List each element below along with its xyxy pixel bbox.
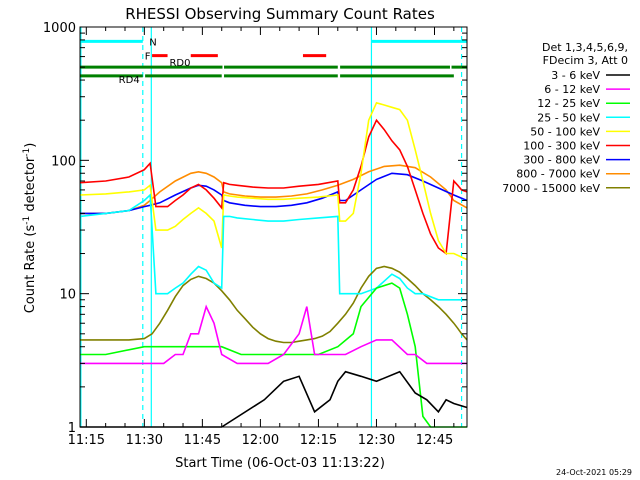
y-tick-label-2: 100 <box>51 154 76 169</box>
bar-label-cyan_N: N <box>149 37 156 48</box>
y-tick-label-3: 1000 <box>43 21 76 36</box>
bar-label-green_RD0: RD0 <box>169 58 190 69</box>
series-line-8 <box>80 265 468 344</box>
legend-label-6: 300 - 800 keV <box>523 154 600 167</box>
bar-label-red_F: F <box>145 52 151 63</box>
legend-header-2: FDecim 3, Att 0 <box>543 54 628 67</box>
legend-header-1: Det 1,3,4,5,6,9, <box>542 41 628 54</box>
legend-label-5: 100 - 300 keV <box>523 140 600 153</box>
series-lines <box>80 101 468 428</box>
x-tick-label-4: 12:15 <box>300 433 337 448</box>
series-line-7 <box>80 164 468 215</box>
legend-label-7: 800 - 7000 keV <box>516 168 600 181</box>
y-label-end: ) <box>23 143 38 148</box>
legend-label-4: 50 - 100 keV <box>530 125 600 138</box>
series-line-3 <box>80 193 467 301</box>
series-line-4 <box>80 101 468 261</box>
series-line-1 <box>80 304 467 365</box>
legend-label-0: 3 - 6 keV <box>551 69 600 82</box>
y-tick-label-1: 10 <box>59 288 76 303</box>
plot-area: 11:15 11:30 11:45 12:00 12:15 12:30 12:45 1101… <box>43 21 468 448</box>
legend-label-2: 12 - 25 keV <box>537 97 600 110</box>
x-tick-label-6: 12:45 <box>416 433 453 448</box>
bar-label-green_RD4: RD4 <box>119 75 140 86</box>
y-axis: 1 10 100 1000 <box>43 21 467 436</box>
vertical-markers <box>80 27 463 427</box>
plot-frame <box>79 26 468 428</box>
series-line-5 <box>80 118 468 255</box>
y-label-main: Count Rate (s <box>23 225 38 314</box>
y-axis-label: Count Rate (s-1 detector-1) <box>22 143 38 314</box>
series-line-6 <box>80 172 468 215</box>
y-label-sup1: -1 <box>22 216 32 225</box>
series-line-0 <box>80 370 468 428</box>
legend-label-1: 6 - 12 keV <box>544 83 600 96</box>
y-label-sup2: -1 <box>22 148 32 157</box>
y-label-mid: detector <box>23 156 38 216</box>
y-tick-label-0: 1 <box>68 421 76 436</box>
plot-background <box>80 27 467 427</box>
legend-label-8: 7000 - 15000 keV <box>502 182 600 195</box>
x-tick-label-2: 11:45 <box>184 433 221 448</box>
footer-timestamp: 24-Oct-2021 05:29 <box>556 468 632 477</box>
x-axis: 11:15 11:30 11:45 12:00 12:15 12:30 12:45 <box>68 27 455 448</box>
x-tick-label-1: 11:30 <box>126 433 163 448</box>
bar-labels: NF RD0 RD4 <box>119 37 191 85</box>
legend-label-3: 25 - 50 keV <box>537 111 600 124</box>
x-tick-label-5: 12:30 <box>358 433 395 448</box>
chart-title: RHESSI Observing Summary Count Rates <box>125 5 435 23</box>
x-tick-label-3: 12:00 <box>242 433 279 448</box>
x-axis-label: Start Time (06-Oct-03 11:13:22) <box>175 456 385 471</box>
legend: Det 1,3,4,5,6,9, FDecim 3, Att 0 3 - 6 k… <box>502 41 630 195</box>
x-tick-label-0: 11:15 <box>68 433 105 448</box>
